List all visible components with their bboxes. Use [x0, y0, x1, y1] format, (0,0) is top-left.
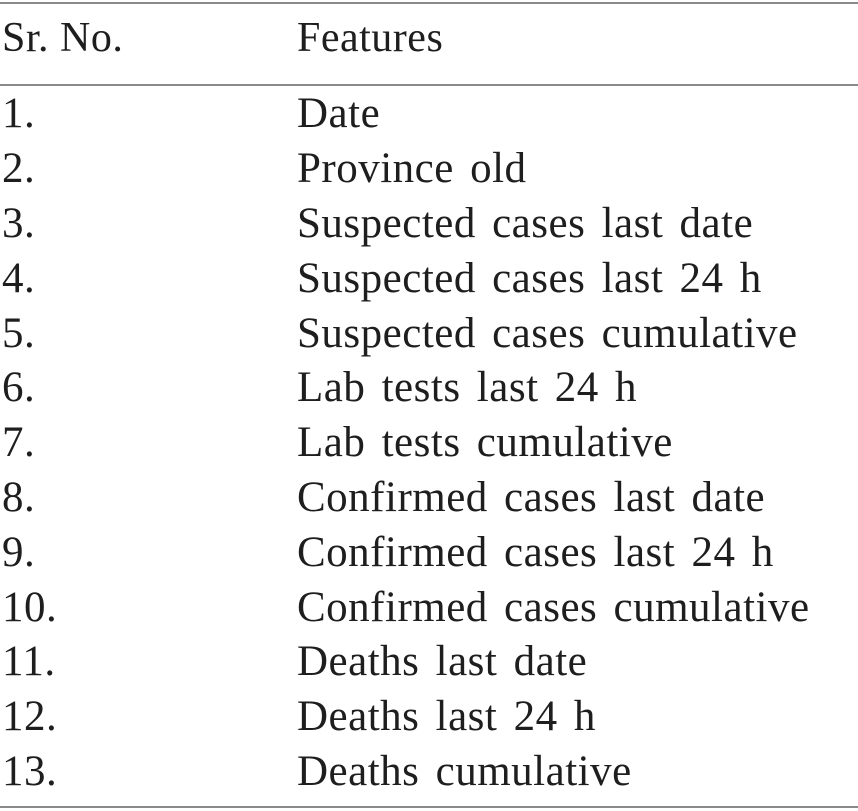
table-row: 13. Deaths cumulative — [0, 745, 858, 799]
row-feature: Province old — [297, 145, 527, 192]
table-row: 11. Deaths last date — [0, 635, 858, 689]
row-feature: Deaths last 24 h — [297, 693, 596, 740]
table-row: 9. Confirmed cases last 24 h — [0, 526, 858, 580]
row-feature: Deaths last date — [297, 638, 588, 685]
row-feature: Confirmed cases last 24 h — [297, 529, 774, 576]
row-feature: Date — [297, 90, 381, 137]
table-row: 7. Lab tests cumulative — [0, 416, 858, 470]
table-row: 5. Suspected cases cumulative — [0, 307, 858, 361]
header-sr-no: Sr. No. — [2, 15, 124, 61]
row-number: 2. — [2, 145, 36, 192]
row-feature: Lab tests last 24 h — [297, 364, 638, 411]
table-header-row: Sr. No. Features — [0, 11, 858, 65]
row-feature: Lab tests cumulative — [297, 419, 673, 466]
table-row: 12. Deaths last 24 h — [0, 690, 858, 744]
row-number: 12. — [2, 693, 58, 740]
row-number: 4. — [2, 255, 36, 302]
row-number: 8. — [2, 474, 36, 521]
row-number: 13. — [2, 748, 58, 795]
table-row: 10. Confirmed cases cumulative — [0, 581, 858, 635]
row-number: 1. — [2, 90, 36, 137]
table-header-rule — [0, 84, 858, 86]
row-feature: Confirmed cases cumulative — [297, 584, 810, 631]
row-number: 5. — [2, 310, 36, 357]
row-feature: Suspected cases last date — [297, 200, 754, 247]
row-feature: Confirmed cases last date — [297, 474, 766, 521]
row-feature: Deaths cumulative — [297, 748, 632, 795]
table-row: 1. Date — [0, 87, 858, 141]
table-row: 6. Lab tests last 24 h — [0, 361, 858, 415]
header-features: Features — [297, 15, 444, 61]
row-number: 9. — [2, 529, 36, 576]
table-row: 8. Confirmed cases last date — [0, 471, 858, 525]
table-row: 4. Suspected cases last 24 h — [0, 252, 858, 306]
table-row: 3. Suspected cases last date — [0, 197, 858, 251]
row-number: 3. — [2, 200, 36, 247]
row-feature: Suspected cases cumulative — [297, 310, 798, 357]
table-row: 2. Province old — [0, 142, 858, 196]
row-number: 10. — [2, 584, 58, 631]
row-number: 11. — [2, 638, 56, 685]
row-feature: Suspected cases last 24 h — [297, 255, 762, 302]
row-number: 6. — [2, 364, 36, 411]
table-bottom-rule — [0, 806, 858, 808]
row-number: 7. — [2, 419, 36, 466]
table-top-rule — [0, 2, 858, 4]
